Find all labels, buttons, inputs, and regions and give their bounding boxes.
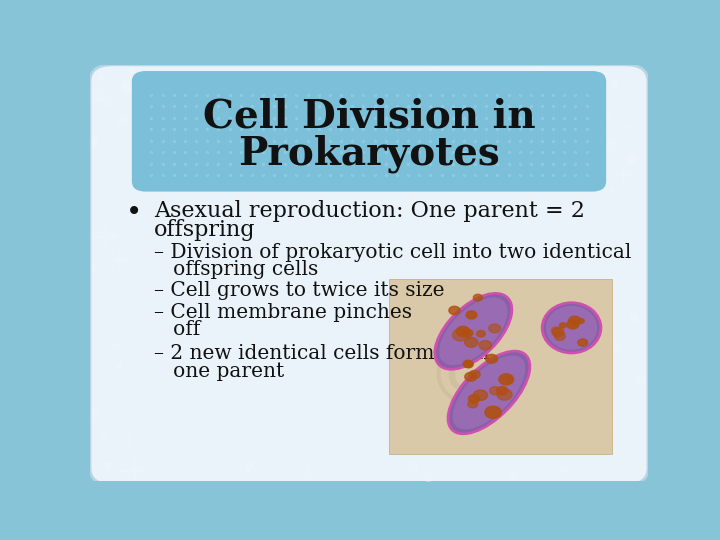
Circle shape xyxy=(456,326,469,336)
Circle shape xyxy=(485,354,498,363)
FancyBboxPatch shape xyxy=(132,71,606,192)
Text: •: • xyxy=(126,199,143,226)
Circle shape xyxy=(559,323,567,328)
Ellipse shape xyxy=(546,306,597,350)
Circle shape xyxy=(453,329,469,341)
Circle shape xyxy=(465,372,477,381)
Text: Cell Division in: Cell Division in xyxy=(203,98,535,136)
Circle shape xyxy=(489,324,500,333)
Circle shape xyxy=(577,319,584,323)
Circle shape xyxy=(554,332,565,340)
Text: offspring cells: offspring cells xyxy=(154,260,318,279)
Circle shape xyxy=(485,406,501,418)
Ellipse shape xyxy=(449,352,529,434)
Text: Asexual reproduction: One parent = 2: Asexual reproduction: One parent = 2 xyxy=(154,199,585,221)
Ellipse shape xyxy=(439,298,508,365)
Circle shape xyxy=(552,327,561,334)
Text: ©: © xyxy=(425,340,508,421)
Circle shape xyxy=(499,374,513,385)
Circle shape xyxy=(469,370,480,379)
Circle shape xyxy=(464,338,478,347)
Circle shape xyxy=(469,395,480,403)
Text: off: off xyxy=(154,320,200,339)
FancyBboxPatch shape xyxy=(389,279,612,454)
Circle shape xyxy=(449,306,460,314)
Circle shape xyxy=(497,389,512,400)
Text: Prokaryotes: Prokaryotes xyxy=(238,135,500,173)
Circle shape xyxy=(462,329,473,337)
Circle shape xyxy=(505,376,513,381)
Ellipse shape xyxy=(543,303,600,353)
Ellipse shape xyxy=(449,352,528,433)
Ellipse shape xyxy=(435,294,511,369)
Text: – 2 new identical cells form from: – 2 new identical cells form from xyxy=(154,344,490,363)
Circle shape xyxy=(567,320,579,329)
Circle shape xyxy=(464,361,473,368)
Circle shape xyxy=(468,401,478,408)
Circle shape xyxy=(569,316,580,325)
Circle shape xyxy=(463,360,473,367)
Text: – Cell grows to twice its size: – Cell grows to twice its size xyxy=(154,281,445,300)
Circle shape xyxy=(497,387,508,395)
Ellipse shape xyxy=(544,304,600,352)
Text: one parent: one parent xyxy=(154,362,284,381)
Ellipse shape xyxy=(436,294,510,368)
Text: – Division of prokaryotic cell into two identical: – Division of prokaryotic cell into two … xyxy=(154,243,631,262)
Circle shape xyxy=(479,341,492,350)
Text: offspring: offspring xyxy=(154,219,256,241)
Circle shape xyxy=(466,311,477,319)
Circle shape xyxy=(477,330,485,337)
Circle shape xyxy=(490,387,500,395)
Text: – Cell membrane pinches: – Cell membrane pinches xyxy=(154,302,412,322)
FancyBboxPatch shape xyxy=(90,65,648,485)
Circle shape xyxy=(578,339,588,346)
Circle shape xyxy=(552,328,564,337)
Ellipse shape xyxy=(453,355,526,429)
Circle shape xyxy=(473,390,487,401)
Circle shape xyxy=(473,294,482,301)
